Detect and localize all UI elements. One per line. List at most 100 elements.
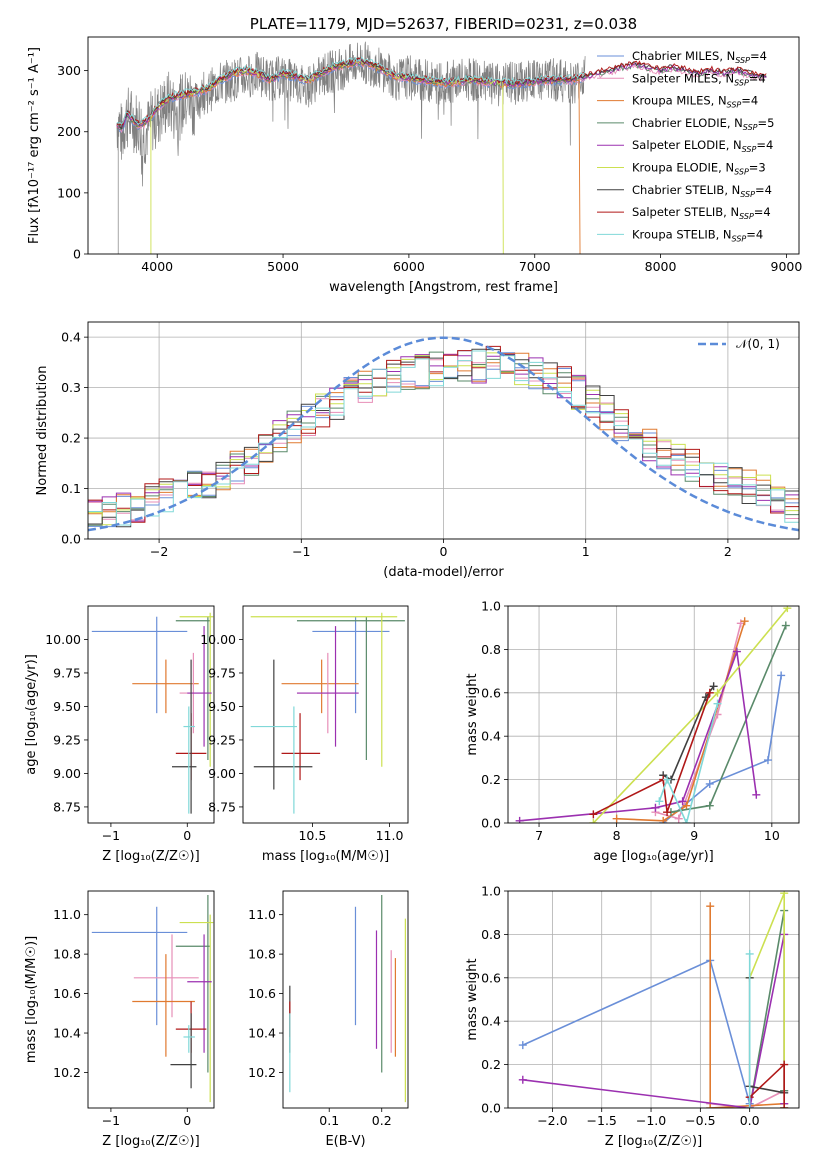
x-tick-label: 7 — [535, 828, 543, 843]
y-tick-label: 10.4 — [53, 1026, 81, 1041]
series-marker-chabrier_elodie — [781, 621, 790, 630]
plot-area — [91, 612, 214, 814]
chart-age_vs_mass: 10.5 11.0 8.75 9.00 9.25 9.50 9.75 10.00 mass [l… — [200, 605, 409, 864]
plot-area — [88, 322, 799, 539]
y-tick-label: 0.8 — [481, 927, 501, 942]
plot-area — [250, 612, 405, 814]
series-marker-salpeter_stelib — [780, 1104, 789, 1108]
y-tick-label: 0.2 — [481, 772, 501, 787]
series-marker-salpeter_elodie — [651, 803, 660, 812]
legend-label: 𝒩(0, 1) — [736, 337, 780, 351]
series-marker-chabrier_miles — [518, 1041, 527, 1050]
y-tick-label: 8.75 — [53, 799, 81, 814]
legend-label: Chabrier ELODIE, NSSP=5 — [632, 116, 774, 132]
y-tick-label: 0.2 — [61, 431, 81, 446]
legend-label: Kroupa STELIB, NSSP=4 — [632, 227, 763, 243]
x-tick-label: −0.5 — [685, 1113, 715, 1128]
y-tick-label: 0.6 — [481, 970, 501, 985]
chart-residuals: −2 −1 0 1 2 0.0 0.1 0.2 0.3 0.4 (data-model)/error… — [35, 321, 800, 580]
y-tick-label: 10.6 — [53, 986, 81, 1001]
series-marker-kroupa_stelib — [745, 949, 754, 958]
y-tick-label: 11.0 — [248, 907, 276, 922]
series-marker-salpeter_stelib — [780, 1060, 789, 1069]
x-axis-label: age [log₁₀(age/yr)] — [593, 849, 714, 864]
errorbar-point-kroupa_elodie — [250, 612, 398, 767]
series-line-salpeter_miles — [655, 623, 742, 820]
x-tick-label: −2 — [150, 544, 168, 559]
y-tick-label: 10.00 — [200, 632, 236, 647]
y-axis-label: age [log₁₀(age/yr)] — [24, 654, 39, 775]
y-tick-label: 300 — [57, 63, 81, 78]
series-marker-chabrier_miles — [705, 779, 714, 788]
y-tick-label: 9.00 — [208, 766, 236, 781]
legend: Chabrier MILES, NSSP=4 Salpeter MILES, NS… — [597, 49, 774, 243]
series-marker-kroupa_miles — [706, 1104, 715, 1108]
axes-frame — [507, 605, 800, 824]
y-tick-label: 200 — [57, 124, 81, 139]
errorbar-point-chabrier_miles — [91, 616, 188, 714]
y-tick-label: 9.25 — [53, 732, 81, 747]
x-tick-label: 7000 — [519, 259, 551, 274]
legend-label: Salpeter MILES, NSSP=4 — [632, 71, 766, 87]
axes-frame — [87, 321, 800, 540]
series-line-salpeter_stelib — [593, 692, 711, 816]
series-line-kroupa_miles — [616, 620, 746, 822]
legend-label: Chabrier MILES, NSSP=4 — [632, 49, 767, 65]
y-tick-label: 11.0 — [53, 907, 81, 922]
data-spectrum-line — [116, 41, 586, 187]
errorbar-point-kroupa_miles — [132, 954, 195, 1057]
y-axis-label: mass weight — [465, 673, 480, 755]
errorbar-point-kroupa_elodie — [179, 612, 214, 767]
errorbar-point-kroupa_stelib — [183, 1025, 195, 1053]
y-tick-label: 0.0 — [481, 816, 501, 831]
y-tick-label: 10.4 — [248, 1026, 276, 1041]
y-tick-label: 9.50 — [208, 699, 236, 714]
series-marker-kroupa_elodie — [589, 819, 598, 823]
axes-frame — [87, 36, 800, 255]
errorbar-point-kroupa_elodie — [179, 914, 214, 1103]
y-tick-label: 10.8 — [53, 947, 81, 962]
series-line-salpeter_stelib — [749, 1062, 785, 1108]
x-tick-label: 2 — [724, 544, 732, 559]
x-axis-label: Z [log₁₀(Z/Z☉)] — [605, 1134, 702, 1149]
y-tick-label: 10.8 — [248, 947, 276, 962]
y-axis-label: Normed distribution — [35, 366, 50, 496]
series-marker-kroupa_stelib — [745, 1104, 754, 1108]
series-marker-kroupa_miles — [740, 617, 749, 626]
series-marker-kroupa_stelib — [663, 775, 672, 784]
series-marker-salpeter_stelib — [663, 808, 672, 817]
plot-area — [91, 894, 214, 1103]
series-line-kroupa_stelib — [658, 703, 719, 823]
x-axis-label: Z [log₁₀(Z/Z☉)] — [102, 1134, 199, 1149]
errorbar-point-chabrier_miles — [91, 906, 188, 1026]
errorbar-point-salpeter_elodie — [187, 934, 212, 1053]
x-tick-label: 1 — [582, 544, 590, 559]
series-marker-kroupa_elodie — [780, 891, 789, 898]
series-marker-salpeter_elodie — [515, 816, 524, 823]
errorbar-point-chabrier_stelib — [170, 1013, 197, 1089]
errorbar-point-chabrier_elodie — [296, 616, 405, 761]
series-line-kroupa_miles — [709, 906, 785, 1108]
series-marker-kroupa_miles — [682, 801, 691, 810]
legend-label: Kroupa ELODIE, NSSP=3 — [632, 161, 766, 177]
series-marker-salpeter_miles — [674, 814, 683, 823]
chart-title: PLATE=1179, MJD=52637, FIBERID=0231, z=0… — [250, 15, 637, 33]
chart-spectrum: 4000 5000 6000 7000 8000 9000 0 100 200 300 wavele… — [27, 15, 802, 295]
x-axis-label: Z [log₁₀(Z/Z☉)] — [102, 849, 199, 864]
axes-frame — [507, 890, 800, 1109]
y-tick-label: 9.75 — [53, 665, 81, 680]
x-tick-label: −1 — [102, 828, 120, 843]
y-tick-label: 0.2 — [481, 1057, 501, 1072]
y-tick-label: 0.4 — [61, 330, 81, 345]
y-tick-label: 10.00 — [45, 632, 81, 647]
x-tick-label: 9 — [690, 828, 698, 843]
errorbar-point-kroupa_miles — [281, 659, 359, 714]
y-tick-label: 8.75 — [208, 799, 236, 814]
axes-frame — [242, 605, 409, 824]
x-tick-label: 0 — [440, 544, 448, 559]
x-tick-label: −2.0 — [537, 1113, 567, 1128]
chart-mass_vs_Z: −1 0 10.2 10.4 10.6 10.8 11.0 Z [log₁₀(Z/Z☉)] ma… — [24, 890, 215, 1149]
errorbar-point-chabrier_elodie — [175, 894, 211, 1073]
y-tick-label: 0.4 — [481, 1014, 501, 1029]
chart-mass_weight_vs_Z: −2.0 −1.5 −1.0 −0.5 0.0 0.0 0.2 0.4 0.6 0.8 1.0 Z [… — [465, 884, 800, 1149]
